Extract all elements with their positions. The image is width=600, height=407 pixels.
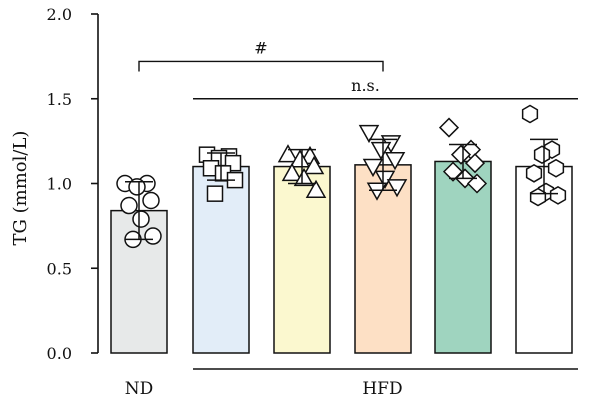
data-point bbox=[386, 179, 408, 198]
data-point bbox=[144, 227, 162, 245]
significance-label: # bbox=[254, 38, 267, 57]
y-tick-label: 0.5 bbox=[47, 259, 72, 278]
bar-group bbox=[434, 117, 492, 354]
y-ticks: 0.0 0.5 1.0 1.5 2.0 bbox=[47, 5, 98, 363]
data-point bbox=[289, 149, 311, 168]
data-point bbox=[366, 182, 388, 201]
data-point bbox=[128, 178, 146, 196]
data-point bbox=[464, 153, 486, 174]
y-axis-label: TG (mmol/L) bbox=[10, 131, 31, 246]
bar-group bbox=[354, 124, 412, 354]
data-point bbox=[521, 104, 539, 124]
data-point bbox=[384, 152, 406, 171]
y-tick-label: 1.0 bbox=[47, 175, 72, 194]
y-tick-label: 0.0 bbox=[47, 344, 72, 363]
data-point bbox=[525, 163, 543, 183]
x-category-label: ND bbox=[125, 379, 154, 399]
x-axis-labels: ND HFD bbox=[125, 368, 578, 399]
data-point bbox=[303, 156, 325, 175]
bar-group bbox=[110, 174, 168, 354]
bar-group bbox=[273, 144, 331, 354]
bars bbox=[110, 104, 573, 354]
data-point bbox=[450, 144, 472, 165]
y-axis: 0.0 0.5 1.0 1.5 2.0 TG (mmol/L) bbox=[10, 5, 99, 363]
data-point bbox=[533, 145, 551, 165]
data-point bbox=[142, 191, 160, 210]
data-point bbox=[206, 185, 224, 202]
data-point bbox=[358, 124, 380, 144]
significance-label: n.s. bbox=[351, 76, 380, 95]
data-point bbox=[120, 196, 138, 215]
data-point bbox=[549, 185, 567, 205]
data-point bbox=[132, 210, 150, 228]
data-point bbox=[362, 158, 384, 178]
significance-annotations: # n.s. bbox=[138, 38, 578, 100]
bar-group bbox=[192, 146, 250, 354]
bar bbox=[354, 164, 412, 354]
data-point bbox=[438, 117, 460, 138]
bar-group bbox=[515, 104, 573, 354]
data-point bbox=[281, 162, 303, 182]
data-point bbox=[370, 141, 392, 161]
y-tick-label: 2.0 bbox=[47, 5, 72, 24]
data-point bbox=[305, 179, 327, 199]
group-label: HFD bbox=[362, 379, 402, 399]
significance-bracket bbox=[138, 60, 384, 72]
data-point bbox=[277, 144, 299, 163]
y-tick-label: 1.5 bbox=[47, 90, 72, 109]
data-point bbox=[547, 158, 565, 178]
data-point bbox=[293, 167, 315, 187]
bar bbox=[434, 160, 492, 354]
data-point bbox=[529, 187, 547, 207]
